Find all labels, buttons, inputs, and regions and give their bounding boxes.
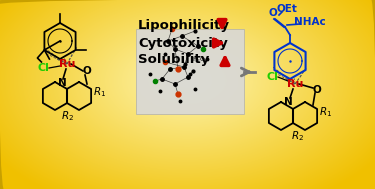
Text: $R_2$: $R_2$ (62, 109, 75, 123)
Text: N: N (284, 97, 292, 107)
Text: Ru: Ru (287, 79, 303, 89)
Text: Cl: Cl (37, 63, 49, 73)
FancyBboxPatch shape (136, 29, 244, 114)
Text: OEt: OEt (276, 4, 297, 14)
Text: $R_1$: $R_1$ (320, 105, 333, 119)
Text: O: O (313, 85, 321, 95)
Text: Lipophilicity: Lipophilicity (138, 19, 230, 33)
Text: O: O (268, 8, 278, 18)
Text: N: N (58, 78, 66, 88)
Text: Cl: Cl (266, 72, 278, 82)
Text: $R_1$: $R_1$ (93, 85, 106, 99)
Text: $_{\mathregular{H_2O}}$: $_{\mathregular{H_2O}}$ (192, 56, 207, 65)
Text: Cytotoxicity: Cytotoxicity (138, 36, 228, 50)
Text: NHAc: NHAc (294, 17, 326, 27)
Text: Solubility: Solubility (138, 53, 209, 66)
Text: $R_2$: $R_2$ (291, 129, 304, 143)
Text: Ru: Ru (59, 59, 75, 69)
Text: O: O (82, 66, 92, 76)
